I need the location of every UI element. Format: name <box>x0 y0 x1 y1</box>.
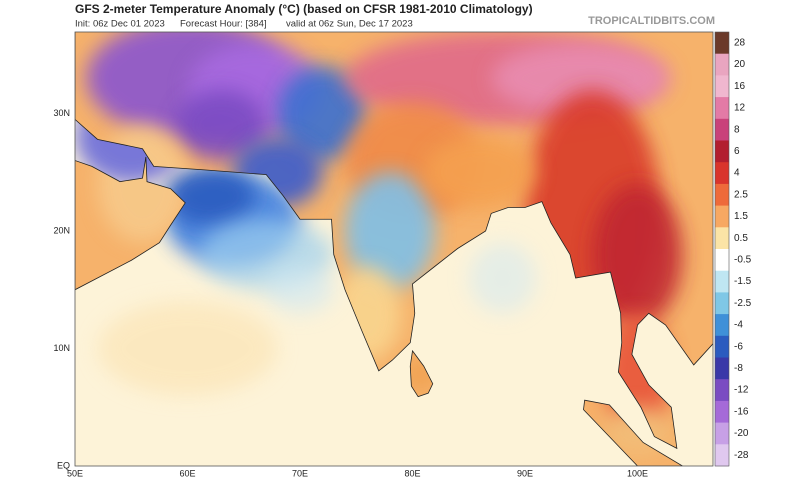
anomaly-blob <box>266 266 334 314</box>
anomaly-blob <box>97 301 278 396</box>
colorbar-label: 6 <box>734 146 740 157</box>
colorbar-label: -8 <box>734 363 743 374</box>
coastline <box>75 32 713 450</box>
anomaly-blob <box>468 242 537 314</box>
anomaly-blob <box>277 66 368 161</box>
source: TROPICALTIDBITS.COM <box>588 15 715 27</box>
map-frame <box>74 31 714 467</box>
colorbar-segment <box>715 32 729 55</box>
subtitle-init: Init: 06z Dec 01 2023 <box>75 19 165 30</box>
colorbar-label: -20 <box>734 428 749 439</box>
anomaly-blob <box>176 90 267 161</box>
colorbar-label: 28 <box>734 37 746 48</box>
subtitle-valid: valid at 06z Sun, Dec 17 2023 <box>286 19 413 30</box>
colorbar-label: -2.5 <box>734 298 752 309</box>
lon-label: 60E <box>179 468 195 478</box>
colorbar-label: 12 <box>734 103 746 114</box>
coastline <box>409 349 434 398</box>
colorbar-segment <box>715 379 729 402</box>
colorbar-segment <box>715 162 729 185</box>
colorbar-segment <box>715 292 729 315</box>
colorbar-label: 1.5 <box>734 211 748 222</box>
colorbar-label: -6 <box>734 341 743 352</box>
colorbar-segment <box>715 118 729 141</box>
colorbar-segment <box>715 183 729 207</box>
colorbar-segment <box>715 444 729 467</box>
colorbar-segment <box>715 97 729 120</box>
lon-label: 50E <box>67 468 83 478</box>
coastline <box>583 399 684 466</box>
colorbar-segment <box>715 53 729 76</box>
anomaly-blob <box>345 172 435 290</box>
lon-label: 80E <box>404 468 420 478</box>
colorbar-label: -12 <box>734 385 749 396</box>
colorbar-label: 8 <box>734 124 740 135</box>
colorbar-segment <box>715 335 729 358</box>
colorbar-segment <box>715 140 729 163</box>
lat-label: 20N <box>53 225 70 235</box>
colorbar-segment <box>715 422 729 445</box>
colorbar-label: -0.5 <box>734 254 752 265</box>
colorbar-segment <box>715 314 729 337</box>
title: GFS 2-meter Temperature Anomaly (°C) (ba… <box>75 2 533 16</box>
colorbar-label: -28 <box>734 450 749 461</box>
colorbar-label: -1.5 <box>734 276 752 287</box>
lat-label: 10N <box>53 343 70 353</box>
sea-layer <box>75 90 537 396</box>
colorbar: 28 20 16 12 8 6 4 2.5 1.5 0.5 -0.5 -1.5 -2.5 -4 -6 -8 -1… <box>714 31 752 467</box>
colorbar-segment <box>715 270 729 293</box>
colorbar-segment <box>715 227 729 250</box>
subtitle-hour: Forecast Hour: [384] <box>180 19 267 30</box>
colorbar-label: -16 <box>734 406 749 417</box>
anomaly-blob <box>165 166 255 226</box>
lon-label: 70E <box>292 468 308 478</box>
anomaly-blob <box>423 137 537 208</box>
colorbar-segment <box>715 357 729 380</box>
lat-label: EQ <box>57 460 70 470</box>
colorbar-label: 20 <box>734 59 746 70</box>
colorbar-segment <box>715 249 729 272</box>
coastline <box>75 156 186 291</box>
colorbar-segment <box>715 400 729 424</box>
colorbar-segment <box>715 205 729 228</box>
colorbar-label: 16 <box>734 81 746 92</box>
colorbar-label: -4 <box>734 320 743 331</box>
colorbar-segment <box>715 75 729 98</box>
colorbar-label: 4 <box>734 168 740 179</box>
colorbar-label: 0.5 <box>734 233 748 244</box>
anomaly-blob <box>491 43 672 114</box>
colorbar-frame <box>714 31 730 467</box>
colorbar-label: 2.5 <box>734 189 748 200</box>
lon-label: 90E <box>517 468 533 478</box>
lat-label: 30N <box>53 108 70 118</box>
lon-label: 100E <box>627 468 648 478</box>
